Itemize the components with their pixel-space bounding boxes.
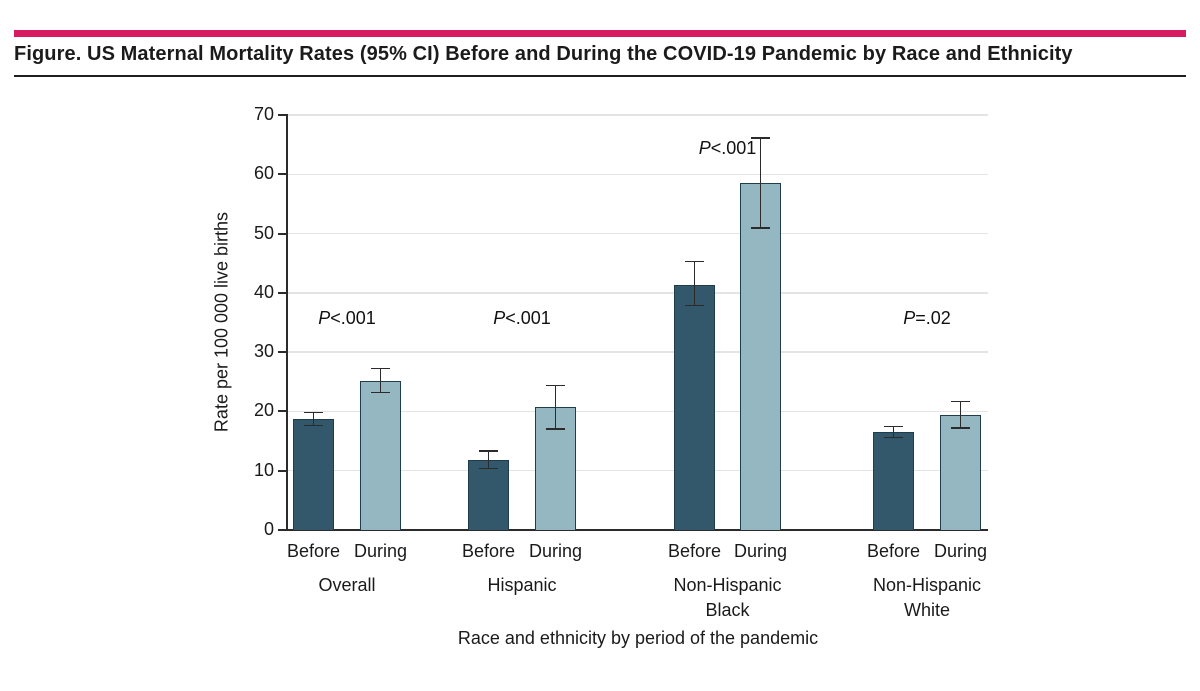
group-label-hispanic-line1: Hispanic xyxy=(487,575,557,595)
bar-overall-during xyxy=(360,381,401,530)
error-bar-cap-low-non-hispanic-white-before xyxy=(884,436,903,439)
y-tick-70 xyxy=(278,114,287,116)
p-value-hispanic: P<.001 xyxy=(493,308,551,328)
y-axis-line xyxy=(286,114,288,531)
bar-non-hispanic-white-before xyxy=(873,432,914,530)
error-bar-cap-high-overall-during xyxy=(371,367,390,370)
y-tick-label-40: 40 xyxy=(253,281,274,302)
group-label-non-hispanic-white-line1: Non-Hispanic xyxy=(872,575,982,595)
error-bar-cap-high-non-hispanic-white-during xyxy=(951,400,970,403)
x-tick-label-non-hispanic-black-during: During xyxy=(733,541,788,561)
bar-overall-before xyxy=(293,418,334,530)
group-label-overall-line1: Overall xyxy=(318,575,376,595)
group-label-non-hispanic-white-line2: White xyxy=(903,600,950,620)
p-symbol: P xyxy=(493,308,506,328)
error-bar-stem-overall-during xyxy=(379,368,382,393)
error-bar-cap-low-overall-before xyxy=(304,424,323,427)
gridline-60 xyxy=(288,173,988,176)
y-tick-0 xyxy=(278,529,287,531)
y-tick-60 xyxy=(278,173,287,176)
error-bar-cap-low-hispanic-during xyxy=(546,428,565,430)
y-tick-label-10: 10 xyxy=(253,459,274,480)
y-tick-30 xyxy=(278,351,287,354)
error-bar-stem-non-hispanic-black-during xyxy=(759,138,762,229)
x-tick-label-non-hispanic-white-before: Before xyxy=(866,541,921,561)
error-bar-cap-high-non-hispanic-black-before xyxy=(685,260,704,263)
x-tick-label-non-hispanic-white-during: During xyxy=(933,541,988,561)
error-bar-cap-high-hispanic-before xyxy=(479,450,498,452)
y-tick-10 xyxy=(278,469,287,472)
y-tick-20 xyxy=(278,410,287,413)
bar-hispanic-during xyxy=(535,407,576,530)
figure-title: Figure. US Maternal Mortality Rates (95%… xyxy=(14,43,1073,65)
group-label-non-hispanic-black-line1: Non-Hispanic xyxy=(673,575,782,595)
error-bar-cap-high-non-hispanic-black-during xyxy=(751,137,770,139)
x-axis-line xyxy=(286,529,988,531)
group-label-non-hispanic-black-line2: Black xyxy=(705,600,750,620)
error-bar-stem-non-hispanic-black-before xyxy=(693,261,696,306)
error-bar-cap-high-overall-before xyxy=(304,411,323,414)
x-tick-label-non-hispanic-black-before: Before xyxy=(667,541,722,561)
p-value-non-hispanic-black: P<.001 xyxy=(698,138,757,158)
error-bar-cap-low-non-hispanic-black-during xyxy=(751,227,770,229)
error-bar-cap-high-hispanic-during xyxy=(546,384,565,387)
y-tick-label-30: 30 xyxy=(253,341,274,362)
y-tick-label-0: 0 xyxy=(263,519,274,539)
y-axis-title: Rate per 100 000 live births xyxy=(211,211,232,433)
bar-non-hispanic-black-before xyxy=(674,284,715,530)
error-bar-stem-non-hispanic-white-before xyxy=(892,426,895,438)
y-tick-label-70: 70 xyxy=(253,104,274,124)
gridline-30 xyxy=(288,351,988,353)
error-bar-cap-low-hispanic-before xyxy=(479,467,498,470)
gridline-70 xyxy=(288,114,988,116)
gridline-20 xyxy=(288,410,988,413)
x-tick-label-hispanic-before: Before xyxy=(461,541,516,561)
y-tick-40 xyxy=(278,291,287,294)
error-bar-stem-hispanic-before xyxy=(487,451,490,469)
p-value-non-hispanic-white: P=.02 xyxy=(903,308,951,328)
error-bar-cap-low-overall-during xyxy=(371,391,390,394)
error-bar-cap-low-non-hispanic-white-during xyxy=(951,427,970,429)
x-tick-label-hispanic-during: During xyxy=(528,541,583,561)
error-bar-stem-hispanic-during xyxy=(554,385,557,430)
p-value-overall: P<.001 xyxy=(318,308,376,328)
title-divider xyxy=(14,75,1186,77)
error-bar-stem-non-hispanic-white-during xyxy=(959,401,962,429)
gridline-50 xyxy=(288,232,988,235)
bar-non-hispanic-white-during xyxy=(940,414,981,530)
p-symbol: P xyxy=(318,308,331,328)
gridline-40 xyxy=(288,292,988,294)
bar-hispanic-before xyxy=(468,460,509,530)
accent-rule xyxy=(14,30,1186,37)
error-bar-cap-low-non-hispanic-black-before xyxy=(685,304,704,307)
gridline-10 xyxy=(288,469,988,472)
bar-non-hispanic-black-during xyxy=(740,183,781,530)
error-bar-stem-overall-before xyxy=(312,412,315,426)
error-bar-cap-high-non-hispanic-white-before xyxy=(884,425,903,427)
y-tick-label-20: 20 xyxy=(253,400,274,421)
x-tick-label-overall-during: During xyxy=(353,541,408,561)
y-tick-label-50: 50 xyxy=(253,222,274,243)
p-symbol: P xyxy=(903,308,916,328)
p-symbol: P xyxy=(698,138,711,158)
x-tick-label-overall-before: Before xyxy=(286,541,341,561)
x-axis-title: Race and ethnicity by period of the pand… xyxy=(457,628,819,648)
y-tick-50 xyxy=(278,232,287,235)
y-tick-label-60: 60 xyxy=(253,163,274,184)
